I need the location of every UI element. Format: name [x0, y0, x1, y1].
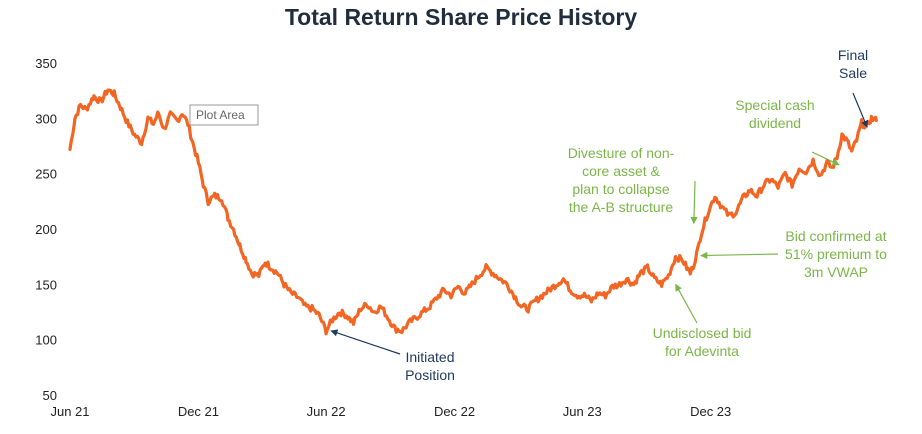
x-tick-label: Dec 23 [690, 404, 731, 419]
series-line [68, 88, 878, 336]
annotation-label: Special cash dividend [735, 97, 814, 131]
annotation-arrow [852, 92, 869, 128]
annotation-label: Undisclosed bid for Adevinta [653, 325, 752, 359]
annotation-label: Initiated Position [405, 349, 455, 383]
annotation-line: Bid confirmed at [785, 228, 886, 244]
y-axis: 50 100 150 200 250 300 350 [35, 56, 57, 403]
annotation-arrow [811, 151, 840, 166]
x-tick-label: Dec 21 [178, 404, 219, 419]
x-tick-label: Jun 23 [563, 404, 602, 419]
x-tick-label: Jun 22 [307, 404, 346, 419]
series-layer [68, 88, 878, 336]
annotation-arrow [700, 251, 779, 260]
annotation-line: Undisclosed bid [653, 325, 752, 341]
y-tick-label: 100 [35, 333, 57, 348]
annotation-line: plan to collapse [572, 181, 670, 197]
annotation-arrow [675, 283, 698, 324]
y-tick-label: 250 [35, 167, 57, 182]
chart-title: Total Return Share Price History [284, 4, 638, 30]
x-tick-label: Dec 22 [434, 404, 475, 419]
y-tick-label: 350 [35, 56, 57, 71]
annotation-line: Final [838, 47, 868, 63]
annotation-line: Position [405, 367, 455, 383]
y-tick-label: 300 [35, 111, 57, 126]
annotation-line: Special cash [735, 97, 814, 113]
y-tick-label: 200 [35, 222, 57, 237]
annotations: Initiated Position Undisclosed bid for Adev… [330, 47, 887, 383]
annotation-line: 51% premium to [785, 246, 887, 262]
annotation-label: Divesture of non-core asset & plan to col… [568, 145, 675, 215]
annotation-line: core asset & [582, 163, 660, 179]
annotation-arrow [690, 180, 698, 225]
annotation-line: Initiated [405, 349, 454, 365]
plot-area-tooltip-label: Plot Area [196, 108, 245, 122]
x-axis: Jun 21 Dec 21 Jun 22 Dec 22 Jun 23 Dec 23 [50, 404, 731, 419]
x-tick-label: Jun 21 [50, 404, 89, 419]
annotation-line: Divesture of non- [568, 145, 675, 161]
annotation-label: Bid confirmed at 51% premium to 3m VWAP [785, 228, 887, 280]
plot-area-tooltip: Plot Area [189, 104, 259, 126]
annotation-line: 3m VWAP [804, 264, 868, 280]
annotation-line: for Adevinta [665, 343, 739, 359]
y-tick-label: 150 [35, 277, 57, 292]
annotation-line: dividend [749, 115, 801, 131]
annotation-label: Final Sale [838, 47, 868, 81]
annotation-line: Sale [839, 65, 867, 81]
annotation-arrow [330, 329, 401, 355]
annotation-line: the A-B structure [569, 199, 673, 215]
y-tick-label: 50 [43, 388, 57, 403]
